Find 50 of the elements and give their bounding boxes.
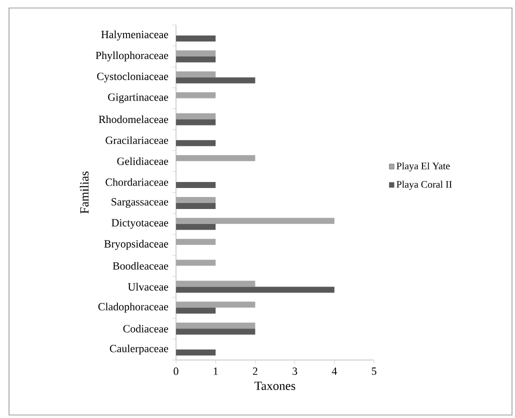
bar	[176, 350, 216, 356]
x-tick-label: 1	[214, 368, 218, 375]
y-tick-label: Rhodomelaceae	[98, 115, 168, 124]
bar	[176, 119, 216, 126]
bar	[176, 238, 216, 245]
bar	[176, 260, 216, 266]
bar	[176, 328, 256, 335]
y-axis-title: Familias	[80, 172, 89, 214]
bar	[176, 113, 216, 120]
bar	[176, 71, 216, 78]
bar	[176, 35, 216, 42]
y-tick-label: Gracilariaceae	[106, 136, 168, 144]
bar	[176, 322, 256, 329]
x-tick-label: 5	[372, 368, 376, 375]
bar	[176, 50, 216, 56]
y-tick-label: Halymeniaceae	[101, 30, 168, 40]
legend-label: Playa Coral II	[396, 180, 452, 190]
y-tick-label: Chordariaceae	[106, 178, 168, 186]
x-axis-title: Taxones	[254, 382, 296, 390]
bar	[176, 182, 216, 188]
y-tick-label: Caulerpaceae	[110, 344, 168, 354]
y-tick-label: Gelidiaceae	[117, 157, 168, 165]
y-tick-label: Bryopsidaceae	[104, 240, 168, 250]
bar	[176, 280, 256, 287]
bar	[176, 92, 216, 98]
y-tick-label: Cladophoraceae	[98, 302, 168, 313]
bar	[176, 196, 216, 203]
x-tick-label: 2	[252, 368, 258, 375]
x-tick-label: 3	[292, 368, 298, 375]
y-tick-label: Dictyotaceae	[112, 219, 168, 229]
y-tick-label: Gigartinaceae	[108, 93, 168, 104]
bar	[176, 224, 216, 230]
bar	[176, 286, 334, 293]
bar	[176, 77, 256, 84]
bar	[176, 308, 216, 314]
bar	[176, 140, 216, 146]
y-tick-label: Boodleaceae	[112, 262, 168, 270]
bar	[176, 202, 216, 209]
x-tick-label: 4	[332, 368, 337, 375]
legend-label: Playa El Yate	[396, 162, 450, 172]
bar	[176, 56, 216, 62]
bar	[176, 155, 256, 162]
y-tick-label: Phyllophoraceae	[96, 51, 168, 62]
bar	[176, 218, 334, 224]
bar	[176, 302, 256, 308]
y-tick-label: Codiaceae	[123, 324, 168, 332]
x-tick-label: 0	[174, 368, 178, 375]
y-tick-label: Sargassaceae	[112, 198, 168, 208]
y-tick-label: Ulvaceae	[128, 282, 168, 291]
y-tick-label: Cystocloniaceae	[97, 72, 168, 82]
